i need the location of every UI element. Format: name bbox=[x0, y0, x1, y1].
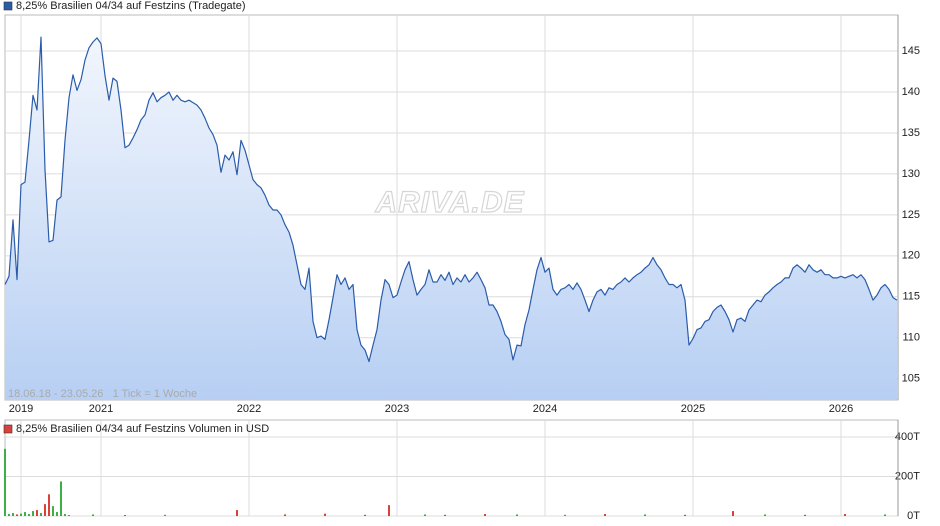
volume-bar bbox=[164, 514, 166, 516]
volume-bar bbox=[40, 513, 42, 516]
volume-bar bbox=[8, 514, 10, 516]
volume-bar bbox=[28, 514, 30, 516]
volume-bar bbox=[48, 494, 50, 516]
y-tick-label: 130 bbox=[902, 168, 920, 180]
volume-bar bbox=[764, 514, 766, 516]
volume-bar bbox=[56, 512, 58, 516]
x-tick-label: 2022 bbox=[237, 403, 261, 415]
y-tick-label: 115 bbox=[902, 291, 920, 303]
x-tick-label: 2023 bbox=[385, 403, 409, 415]
volume-bar bbox=[604, 514, 606, 516]
volume-bar bbox=[324, 513, 326, 516]
legend-label: 8,25% Brasilien 04/34 auf Festzins Volum… bbox=[16, 423, 269, 435]
y-tick-label: 140 bbox=[902, 86, 920, 98]
volume-bar bbox=[12, 513, 14, 516]
volume-bar bbox=[44, 504, 46, 516]
y-tick-label: 400T bbox=[895, 431, 920, 443]
volume-bar bbox=[844, 514, 846, 516]
volume-bar bbox=[884, 514, 886, 516]
volume-bar bbox=[52, 506, 54, 516]
area bbox=[5, 37, 897, 400]
x-tick-label: 2026 bbox=[829, 403, 853, 415]
volume-bar bbox=[16, 514, 18, 516]
x-tick-label: 2025 bbox=[681, 403, 705, 415]
volume-bar bbox=[20, 513, 22, 516]
volume-bar bbox=[804, 514, 806, 516]
volume-bar bbox=[36, 510, 38, 516]
legend-label: 8,25% Brasilien 04/34 auf Festzins (Trad… bbox=[16, 0, 246, 12]
watermark: ARIVA.DE bbox=[374, 186, 524, 219]
legend-swatch bbox=[3, 1, 13, 11]
y-tick-label: 200T bbox=[895, 470, 920, 482]
y-tick-label: 120 bbox=[902, 250, 920, 262]
volume-bar bbox=[64, 514, 66, 516]
y-tick-label: 125 bbox=[902, 209, 920, 221]
volume-bar bbox=[516, 514, 518, 516]
x-tick-label: 2024 bbox=[533, 403, 557, 415]
x-tick-label: 2021 bbox=[89, 403, 113, 415]
volume-bar bbox=[644, 514, 646, 516]
volume-bar bbox=[484, 514, 486, 516]
volume-bar bbox=[424, 514, 426, 516]
y-tick-label: 145 bbox=[902, 45, 920, 57]
volume-bar bbox=[564, 514, 566, 516]
volume-bar bbox=[732, 511, 734, 516]
volume-bar bbox=[32, 511, 34, 516]
volume-bar bbox=[444, 514, 446, 516]
y-tick-label: 105 bbox=[902, 373, 920, 385]
volume-bar bbox=[68, 515, 70, 516]
volume-bar bbox=[60, 481, 62, 516]
volume-bar bbox=[92, 514, 94, 516]
line bbox=[4, 36, 898, 363]
volume-bar bbox=[24, 512, 26, 516]
volume-bar bbox=[284, 514, 286, 516]
y-tick-label: 135 bbox=[902, 127, 920, 139]
date-range-note: 18.06.18 - 23.05.26 1 Tick = 1 Woche bbox=[8, 388, 197, 400]
volume-bar bbox=[236, 510, 238, 516]
y-tick-label: 110 bbox=[902, 332, 920, 344]
volume-bar bbox=[388, 505, 390, 516]
y-tick-label: 0T bbox=[907, 510, 920, 522]
x-tick-label: 2019 bbox=[9, 403, 33, 415]
volume-bar bbox=[364, 514, 366, 516]
legend-swatch bbox=[3, 424, 13, 434]
volume-bar bbox=[4, 448, 6, 516]
volume-bar bbox=[684, 514, 686, 516]
volume-bar bbox=[124, 515, 126, 516]
